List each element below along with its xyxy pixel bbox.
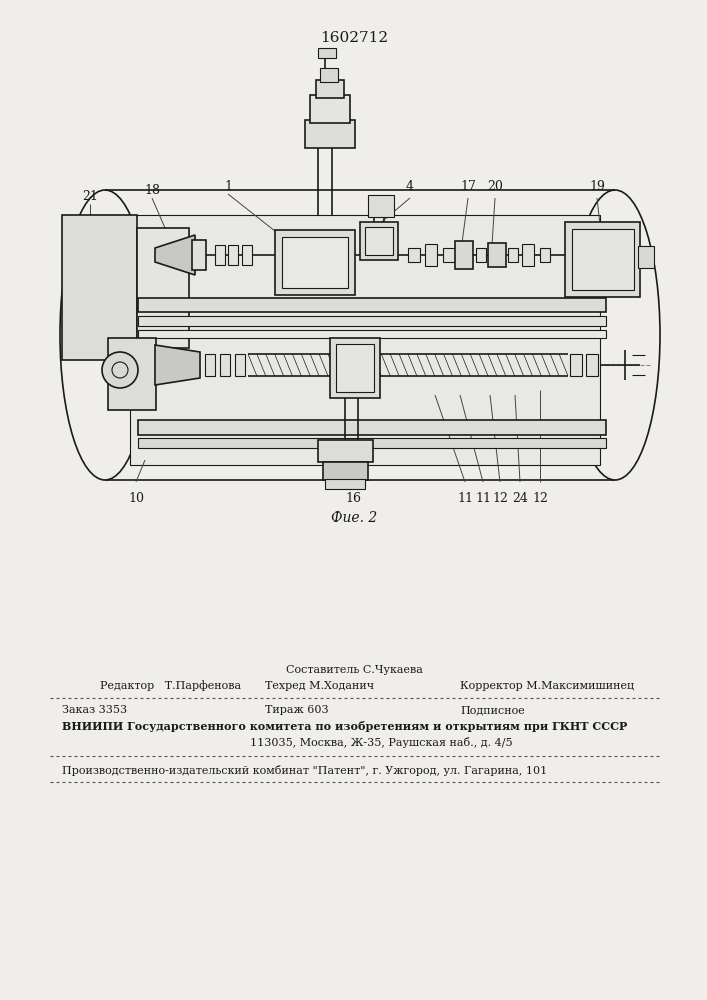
Text: Составитель С.Чукаева: Составитель С.Чукаева xyxy=(286,665,423,675)
Text: 10: 10 xyxy=(128,491,144,504)
Bar xyxy=(215,245,225,265)
Bar xyxy=(572,229,634,290)
Bar xyxy=(586,354,598,376)
Polygon shape xyxy=(155,235,195,275)
Bar xyxy=(108,338,156,410)
Bar xyxy=(425,244,437,266)
Text: Заказ 3353: Заказ 3353 xyxy=(62,705,127,715)
Bar xyxy=(242,245,252,265)
Bar xyxy=(137,228,189,348)
Bar xyxy=(455,241,473,269)
Text: Редактор   Т.Парфенова: Редактор Т.Парфенова xyxy=(100,681,241,691)
Text: 19: 19 xyxy=(589,180,605,192)
Bar xyxy=(365,227,393,255)
Bar xyxy=(325,479,365,489)
Text: 4: 4 xyxy=(406,180,414,192)
Bar xyxy=(192,240,206,270)
Bar xyxy=(220,354,230,376)
Bar xyxy=(570,354,582,376)
Bar xyxy=(522,244,534,266)
Bar xyxy=(508,248,518,262)
Text: ВНИИПИ Государственного комитета по изобретениям и открытиям при ГКНТ СССР: ВНИИПИ Государственного комитета по изоб… xyxy=(62,720,627,732)
Bar xyxy=(318,440,373,462)
Bar xyxy=(316,80,344,98)
Bar xyxy=(443,248,455,262)
Bar xyxy=(235,354,245,376)
Bar xyxy=(638,246,654,268)
Bar xyxy=(476,248,486,262)
Bar xyxy=(62,215,137,360)
Bar xyxy=(323,462,368,480)
Text: 16: 16 xyxy=(345,491,361,504)
Bar xyxy=(138,298,606,312)
Bar xyxy=(138,330,606,338)
Text: 11: 11 xyxy=(457,491,473,504)
Bar xyxy=(330,338,380,398)
Polygon shape xyxy=(155,345,200,385)
Bar xyxy=(305,120,355,148)
Text: 17: 17 xyxy=(460,180,476,192)
Bar xyxy=(458,244,472,266)
Text: 11: 11 xyxy=(475,491,491,504)
Bar xyxy=(318,48,336,58)
Bar xyxy=(130,215,600,465)
Text: 24: 24 xyxy=(512,491,528,504)
Bar xyxy=(360,222,398,260)
Text: 21: 21 xyxy=(82,190,98,202)
Bar xyxy=(138,438,606,448)
Bar xyxy=(138,420,606,435)
Bar xyxy=(282,237,348,288)
Text: 20: 20 xyxy=(487,180,503,192)
Bar xyxy=(138,316,606,326)
Circle shape xyxy=(102,352,138,388)
Bar xyxy=(565,222,640,297)
Text: Производственно-издательский комбинат "Патент", г. Ужгород, ул. Гагарина, 101: Производственно-издательский комбинат "П… xyxy=(62,764,547,776)
Text: 1602712: 1602712 xyxy=(320,31,388,45)
Text: 12: 12 xyxy=(532,491,548,504)
Bar xyxy=(310,95,350,123)
Text: Корректор М.Максимишинец: Корректор М.Максимишинец xyxy=(460,681,634,691)
Bar xyxy=(228,245,238,265)
Text: 12: 12 xyxy=(492,491,508,504)
Bar xyxy=(275,230,355,295)
Text: Техред М.Ходанич: Техред М.Ходанич xyxy=(265,681,374,691)
Text: Тираж 603: Тираж 603 xyxy=(265,705,329,715)
Text: 18: 18 xyxy=(144,184,160,196)
Bar xyxy=(408,248,420,262)
Text: 1: 1 xyxy=(224,180,232,192)
Bar xyxy=(540,248,550,262)
Bar xyxy=(205,354,215,376)
Text: Фие. 2: Фие. 2 xyxy=(331,511,377,525)
Bar xyxy=(490,244,504,266)
Bar xyxy=(368,195,394,217)
Text: Подписное: Подписное xyxy=(460,705,525,715)
Bar xyxy=(488,243,506,267)
Bar xyxy=(336,344,374,392)
Bar xyxy=(320,68,338,82)
Text: 113035, Москва, Ж-35, Раушская наб., д. 4/5: 113035, Москва, Ж-35, Раушская наб., д. … xyxy=(250,736,513,748)
